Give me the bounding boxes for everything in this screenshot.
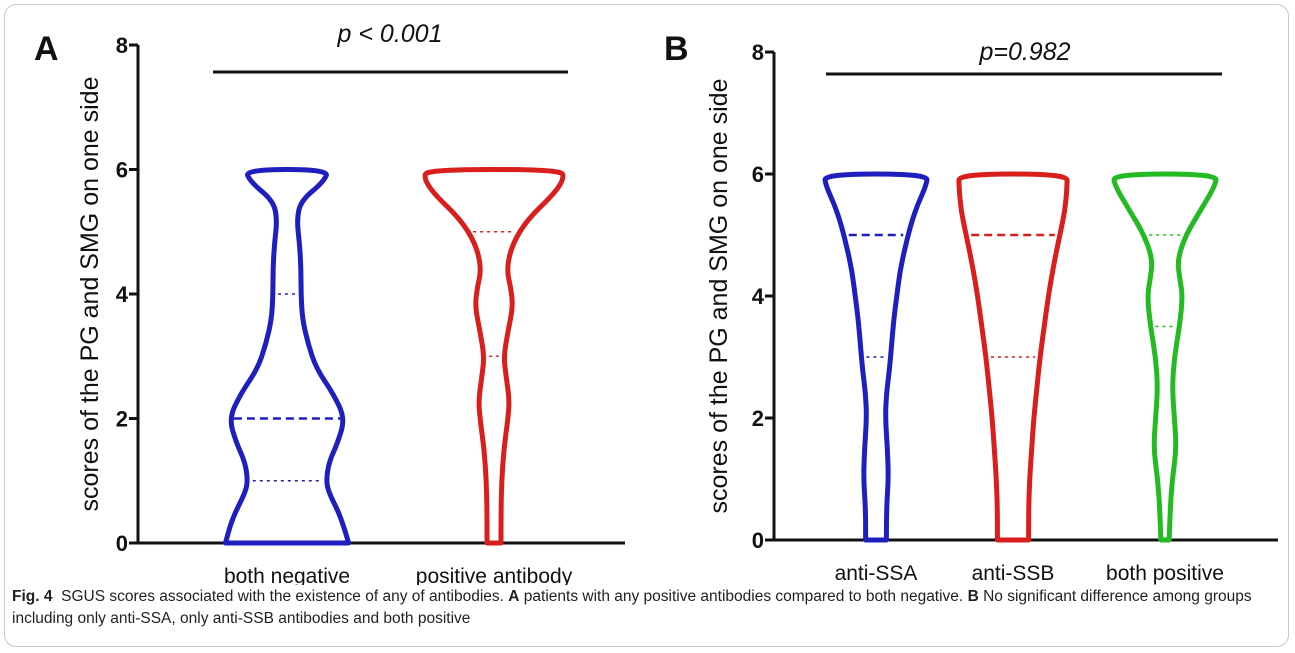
panel-letter: A xyxy=(34,30,59,68)
caption-fig-label: Fig. 4 xyxy=(12,588,53,605)
p-value-label: p < 0.001 xyxy=(337,20,443,48)
caption-a-label: A xyxy=(508,588,520,605)
caption-text: SGUS scores associated with the existenc… xyxy=(61,588,504,605)
violin-both-negative xyxy=(222,167,352,546)
p-value-label: p=0.982 xyxy=(978,38,1070,66)
x-category-label: both positive xyxy=(1106,562,1224,585)
caption-b-label: B xyxy=(967,588,979,605)
figure-caption: Fig. 4 SGUS scores associated with the e… xyxy=(12,586,1277,630)
caption-a-text: patients with any positive antibodies co… xyxy=(523,588,964,605)
y-tick-label: 4 xyxy=(116,282,129,307)
violin-positive-antibody xyxy=(422,167,566,546)
violin-anti-ssb xyxy=(956,171,1070,543)
violin-both-positive xyxy=(1111,171,1219,543)
y-tick-label: 0 xyxy=(116,531,128,556)
x-category-label: anti-SSA xyxy=(835,562,918,585)
violin-anti-ssa xyxy=(822,171,930,543)
y-tick-label: 2 xyxy=(116,407,128,432)
y-tick-label: 6 xyxy=(752,162,764,187)
x-category-label: positive antibody xyxy=(416,565,573,585)
y-tick-label: 0 xyxy=(752,528,764,553)
x-category-label: anti-SSB xyxy=(972,562,1055,585)
y-tick-label: 8 xyxy=(116,33,128,58)
y-axis-label: scores of the PG and SMG on one side xyxy=(705,79,733,514)
y-tick-label: 8 xyxy=(752,40,764,65)
panel-letter: B xyxy=(664,30,689,68)
y-tick-label: 2 xyxy=(752,406,764,431)
caption-b-text: No significant difference among groups i… xyxy=(12,588,1252,627)
y-axis-label: scores of the PG and SMG on one side xyxy=(76,77,104,512)
y-tick-label: 4 xyxy=(752,284,765,309)
figure-frame xyxy=(4,4,1289,647)
x-category-label: both negative xyxy=(224,565,350,585)
y-tick-label: 6 xyxy=(116,158,128,183)
